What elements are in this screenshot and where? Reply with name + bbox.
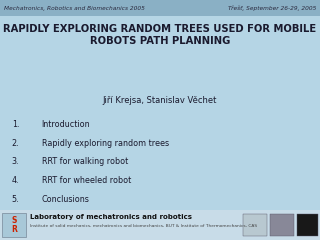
Text: RAPIDLY EXPLORING RANDOM TREES USED FOR MOBILE
ROBOTS PATH PLANNING: RAPIDLY EXPLORING RANDOM TREES USED FOR … [4,24,316,46]
FancyBboxPatch shape [0,0,320,16]
Text: 2.: 2. [12,139,19,148]
Text: Conclusions: Conclusions [42,195,90,204]
Text: 3.: 3. [12,157,19,167]
Text: 1.: 1. [12,120,19,129]
Text: 4.: 4. [12,176,19,185]
Text: RRT for walking robot: RRT for walking robot [42,157,128,167]
Text: Mechatronics, Robotics and Biomechanics 2005: Mechatronics, Robotics and Biomechanics … [4,6,145,11]
Text: Introduction: Introduction [42,120,90,129]
FancyBboxPatch shape [2,213,26,237]
Text: Jiří Krejsa, Stanislav Věchet: Jiří Krejsa, Stanislav Věchet [103,96,217,105]
FancyBboxPatch shape [0,210,320,240]
FancyBboxPatch shape [297,214,318,236]
Text: 5.: 5. [12,195,19,204]
Text: Rapidly exploring random trees: Rapidly exploring random trees [42,139,169,148]
FancyBboxPatch shape [243,214,267,236]
Text: Institute of solid mechanics, mechatronics and biomechanics, BUT & Institute of : Institute of solid mechanics, mechatroni… [30,224,258,228]
Text: Třešť, September 26-29, 2005: Třešť, September 26-29, 2005 [228,6,316,11]
Text: S
R: S R [11,216,17,234]
Text: RRT for wheeled robot: RRT for wheeled robot [42,176,131,185]
Text: Laboratory of mechatronics and robotics: Laboratory of mechatronics and robotics [30,214,192,220]
FancyBboxPatch shape [270,214,294,236]
